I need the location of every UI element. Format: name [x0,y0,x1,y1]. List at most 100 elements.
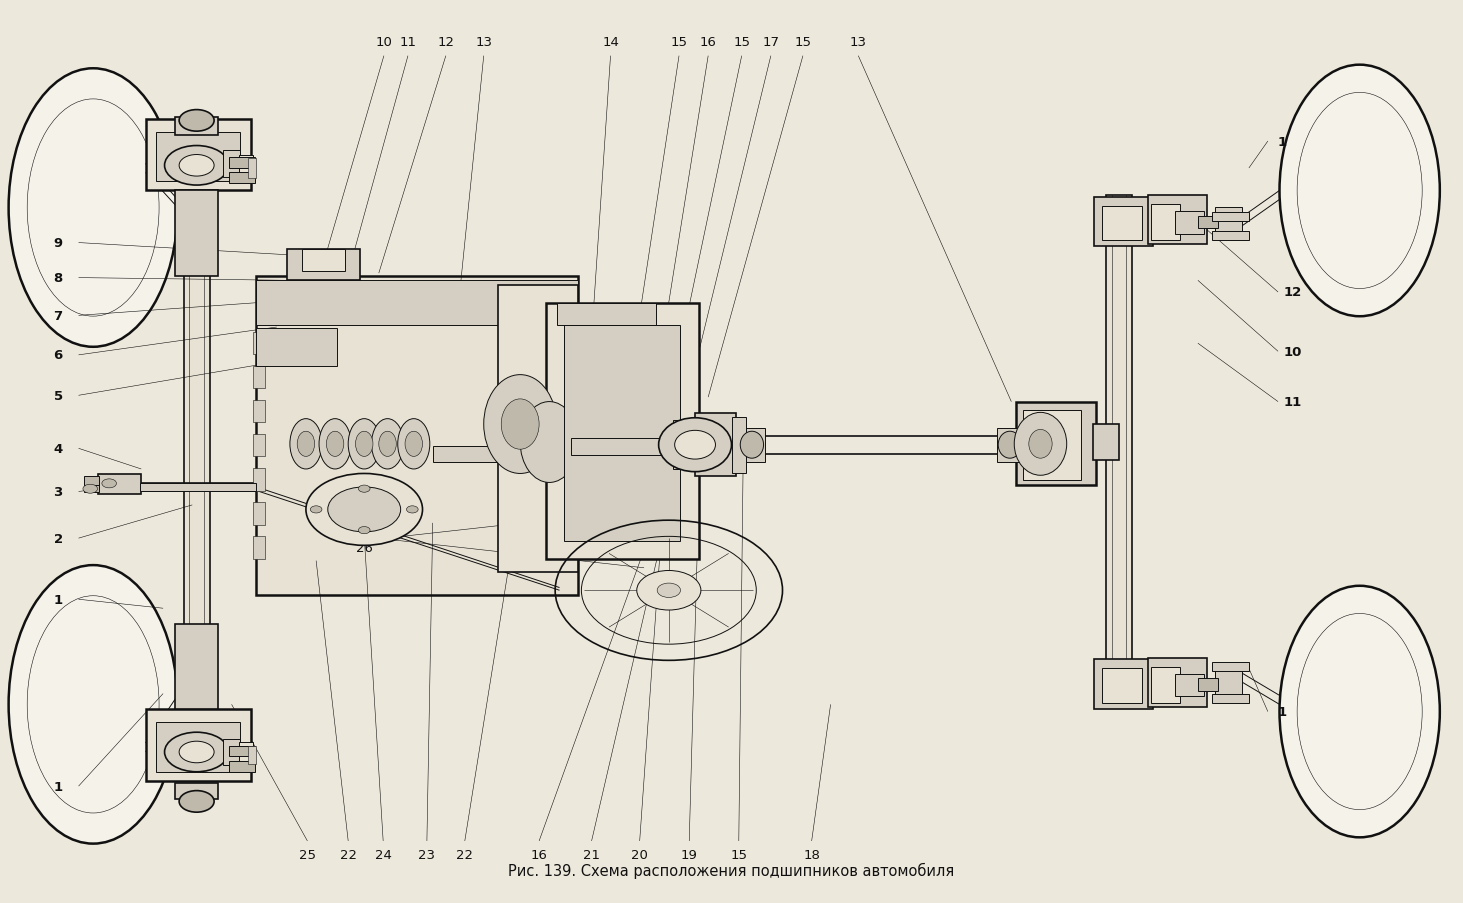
Text: 1: 1 [54,780,63,793]
Bar [499,285,578,573]
Bar [228,761,255,772]
Circle shape [83,485,98,494]
Text: 19: 19 [680,848,698,861]
Bar [695,414,736,477]
Circle shape [654,582,683,600]
Circle shape [310,507,322,514]
Bar [238,155,253,182]
Bar [174,783,218,799]
Ellipse shape [658,418,732,472]
Text: 10: 10 [1283,345,1302,358]
Bar [238,742,253,768]
Bar [1093,424,1119,461]
Text: 4: 4 [54,442,63,455]
Bar [571,438,688,456]
Bar [253,469,265,491]
Circle shape [306,474,423,545]
Bar [1175,212,1204,234]
Bar [155,722,240,772]
Text: 21: 21 [584,848,600,861]
Ellipse shape [9,70,177,348]
Bar [673,421,695,470]
Bar [1148,658,1207,707]
Text: 22: 22 [339,848,357,861]
Circle shape [164,732,228,772]
Text: 16: 16 [699,36,717,50]
Ellipse shape [1280,66,1440,317]
Bar [1106,196,1132,707]
Text: 7: 7 [54,310,63,322]
Bar [85,477,99,486]
Text: 8: 8 [54,272,63,284]
Circle shape [358,527,370,535]
Text: 11: 11 [1283,396,1302,409]
Text: 24: 24 [375,848,392,861]
Bar [1015,403,1096,486]
Bar [253,503,265,525]
Text: 16: 16 [531,848,547,861]
Bar [146,709,250,781]
Ellipse shape [521,402,578,483]
Text: 1: 1 [1277,135,1287,148]
Text: 14: 14 [603,36,619,50]
Text: 22: 22 [456,848,474,861]
Bar [996,428,1023,462]
Text: 5: 5 [54,389,63,403]
Text: Рис. 139. Схема расположения подшипников автомобиля: Рис. 139. Схема расположения подшипников… [508,861,955,878]
Text: 15: 15 [794,36,812,50]
Bar [732,417,746,473]
Text: 23: 23 [418,848,436,861]
Circle shape [358,486,370,493]
Bar [563,326,680,541]
Circle shape [328,488,401,532]
Bar [1151,667,1181,703]
Ellipse shape [1014,413,1067,476]
Circle shape [102,479,117,489]
Bar [1023,410,1081,480]
Bar [1216,670,1242,698]
Ellipse shape [998,432,1021,459]
Ellipse shape [356,432,373,457]
Bar [222,151,240,178]
Bar [140,484,256,491]
Bar [228,746,255,757]
Bar [247,159,256,179]
Text: 18: 18 [803,848,821,861]
Ellipse shape [502,399,540,450]
Bar [98,475,142,495]
Text: 12: 12 [1283,286,1302,299]
Text: 2: 2 [54,532,63,545]
Ellipse shape [405,432,423,457]
Ellipse shape [740,432,764,459]
Circle shape [407,507,418,514]
Ellipse shape [326,432,344,457]
Text: 15: 15 [730,848,748,861]
Bar [433,446,521,462]
Circle shape [178,741,214,763]
Bar [174,117,218,135]
Ellipse shape [484,376,556,474]
Ellipse shape [372,419,404,470]
Bar [228,158,255,169]
Ellipse shape [1028,430,1052,459]
Bar [1198,217,1219,229]
Text: 17: 17 [762,36,780,50]
Bar [1198,678,1219,691]
Ellipse shape [1280,586,1440,837]
Bar [85,484,99,493]
Bar [155,133,240,182]
Bar [287,249,360,281]
Ellipse shape [297,432,315,457]
Bar [546,303,699,559]
Bar [247,746,256,764]
Bar [556,303,655,326]
Bar [1216,208,1242,236]
Text: 11: 11 [399,36,417,50]
Bar [253,434,265,457]
Text: 12: 12 [437,36,455,50]
Text: 6: 6 [54,349,63,362]
Bar [1213,663,1249,671]
Bar [1148,196,1207,245]
Text: 13: 13 [475,36,492,50]
Text: 9: 9 [54,237,63,250]
